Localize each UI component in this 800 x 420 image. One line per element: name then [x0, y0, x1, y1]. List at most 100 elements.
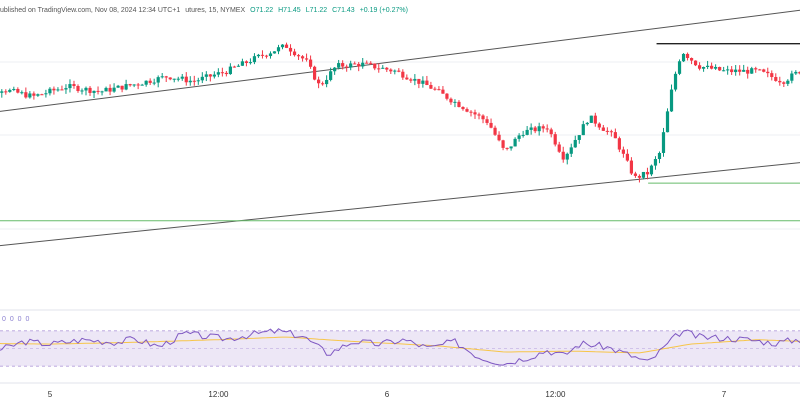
candle-body — [790, 73, 794, 81]
candle-body — [292, 51, 297, 56]
candle-body — [417, 78, 421, 84]
candle-body — [357, 63, 361, 67]
candle-body — [589, 115, 593, 123]
candle-body — [441, 89, 445, 94]
candle-body — [333, 67, 337, 72]
symbol-text: utures, 15, NYMEX — [185, 6, 246, 14]
candle-body — [750, 68, 754, 74]
candle-body — [489, 122, 493, 128]
candle-body — [497, 134, 501, 141]
candle-body — [774, 77, 778, 81]
candle-body — [762, 69, 766, 72]
candle-body — [730, 69, 734, 73]
candle-body — [397, 70, 401, 72]
drawn-lines[interactable] — [0, 5, 800, 254]
x-tick-label: 5 — [48, 390, 53, 399]
candle-body — [545, 128, 549, 130]
candle-body — [782, 82, 786, 84]
candle-body — [377, 68, 381, 70]
candle-body — [669, 89, 674, 112]
candle-body — [493, 127, 497, 135]
candle-body — [469, 111, 473, 113]
candle-body — [84, 87, 88, 91]
candle-body — [509, 146, 513, 149]
candle-body — [685, 53, 690, 59]
high-value: H71.45 — [278, 6, 301, 14]
candle-body — [601, 127, 605, 131]
candle-body — [549, 129, 553, 135]
candle-body — [256, 54, 261, 57]
candle-body — [180, 76, 184, 79]
candle-body — [673, 73, 678, 90]
candle-body — [369, 62, 373, 64]
candle-body — [200, 76, 204, 81]
candle-body — [429, 85, 433, 89]
candle-body — [4, 91, 8, 93]
x-tick-label: 12:00 — [208, 390, 229, 399]
candle-body — [665, 111, 670, 133]
candle-body — [317, 79, 321, 84]
candle-body — [513, 138, 517, 147]
candle-body — [208, 74, 212, 77]
open-value: O71.22 — [250, 6, 274, 14]
candle-body — [726, 69, 730, 71]
candle-body — [405, 77, 409, 80]
candle-body — [625, 153, 629, 161]
candle-body — [96, 90, 100, 92]
candle-body — [553, 134, 557, 145]
candle-body — [481, 115, 485, 120]
candle-body — [569, 147, 573, 154]
chart-header: ublished on TradingView.com, Nov 08, 202… — [0, 2, 408, 18]
candle-body — [645, 171, 650, 175]
candle-body — [465, 109, 469, 112]
candle-body — [701, 66, 706, 69]
candle-body — [609, 131, 613, 133]
candle-body — [413, 78, 417, 81]
candle-body — [381, 67, 385, 69]
candle-body — [144, 80, 148, 85]
candle-body — [232, 66, 236, 68]
candle-body — [168, 77, 172, 80]
grid-lines — [0, 61, 800, 311]
candle-body — [12, 88, 16, 90]
candle-body — [389, 69, 393, 72]
candle-body — [742, 69, 746, 72]
candle-body — [649, 165, 654, 175]
candle-body — [597, 123, 601, 128]
candle-body — [613, 132, 617, 139]
candle-body — [88, 87, 92, 93]
candle-body — [120, 85, 124, 90]
candle-body — [385, 67, 389, 70]
candle-body — [337, 63, 341, 68]
candle-body — [661, 132, 666, 153]
candle-body — [541, 126, 545, 129]
candle-body — [449, 98, 453, 103]
candle-body — [409, 79, 413, 81]
candle-body — [8, 89, 12, 92]
candle-body — [525, 129, 529, 135]
candle-body — [786, 80, 790, 84]
candle-body — [296, 55, 301, 57]
candle-body — [714, 66, 718, 69]
candle-body — [706, 65, 710, 67]
candle-body — [689, 58, 694, 61]
candle-body — [128, 84, 132, 86]
candle-body — [573, 139, 577, 148]
candle-body — [136, 84, 140, 86]
candle-body — [220, 72, 224, 74]
candle-body — [156, 77, 160, 83]
candle-body — [677, 61, 682, 74]
candle-body — [734, 69, 738, 73]
candle-body — [421, 80, 425, 84]
candle-body — [76, 86, 80, 92]
candle-body — [321, 83, 325, 85]
candle-body — [312, 66, 317, 80]
candle-body — [557, 144, 561, 152]
candle-body — [353, 63, 357, 65]
candle-body — [176, 78, 180, 80]
candle-body — [770, 73, 774, 78]
x-tick-label: 7 — [722, 390, 727, 399]
candle-body — [517, 135, 521, 139]
